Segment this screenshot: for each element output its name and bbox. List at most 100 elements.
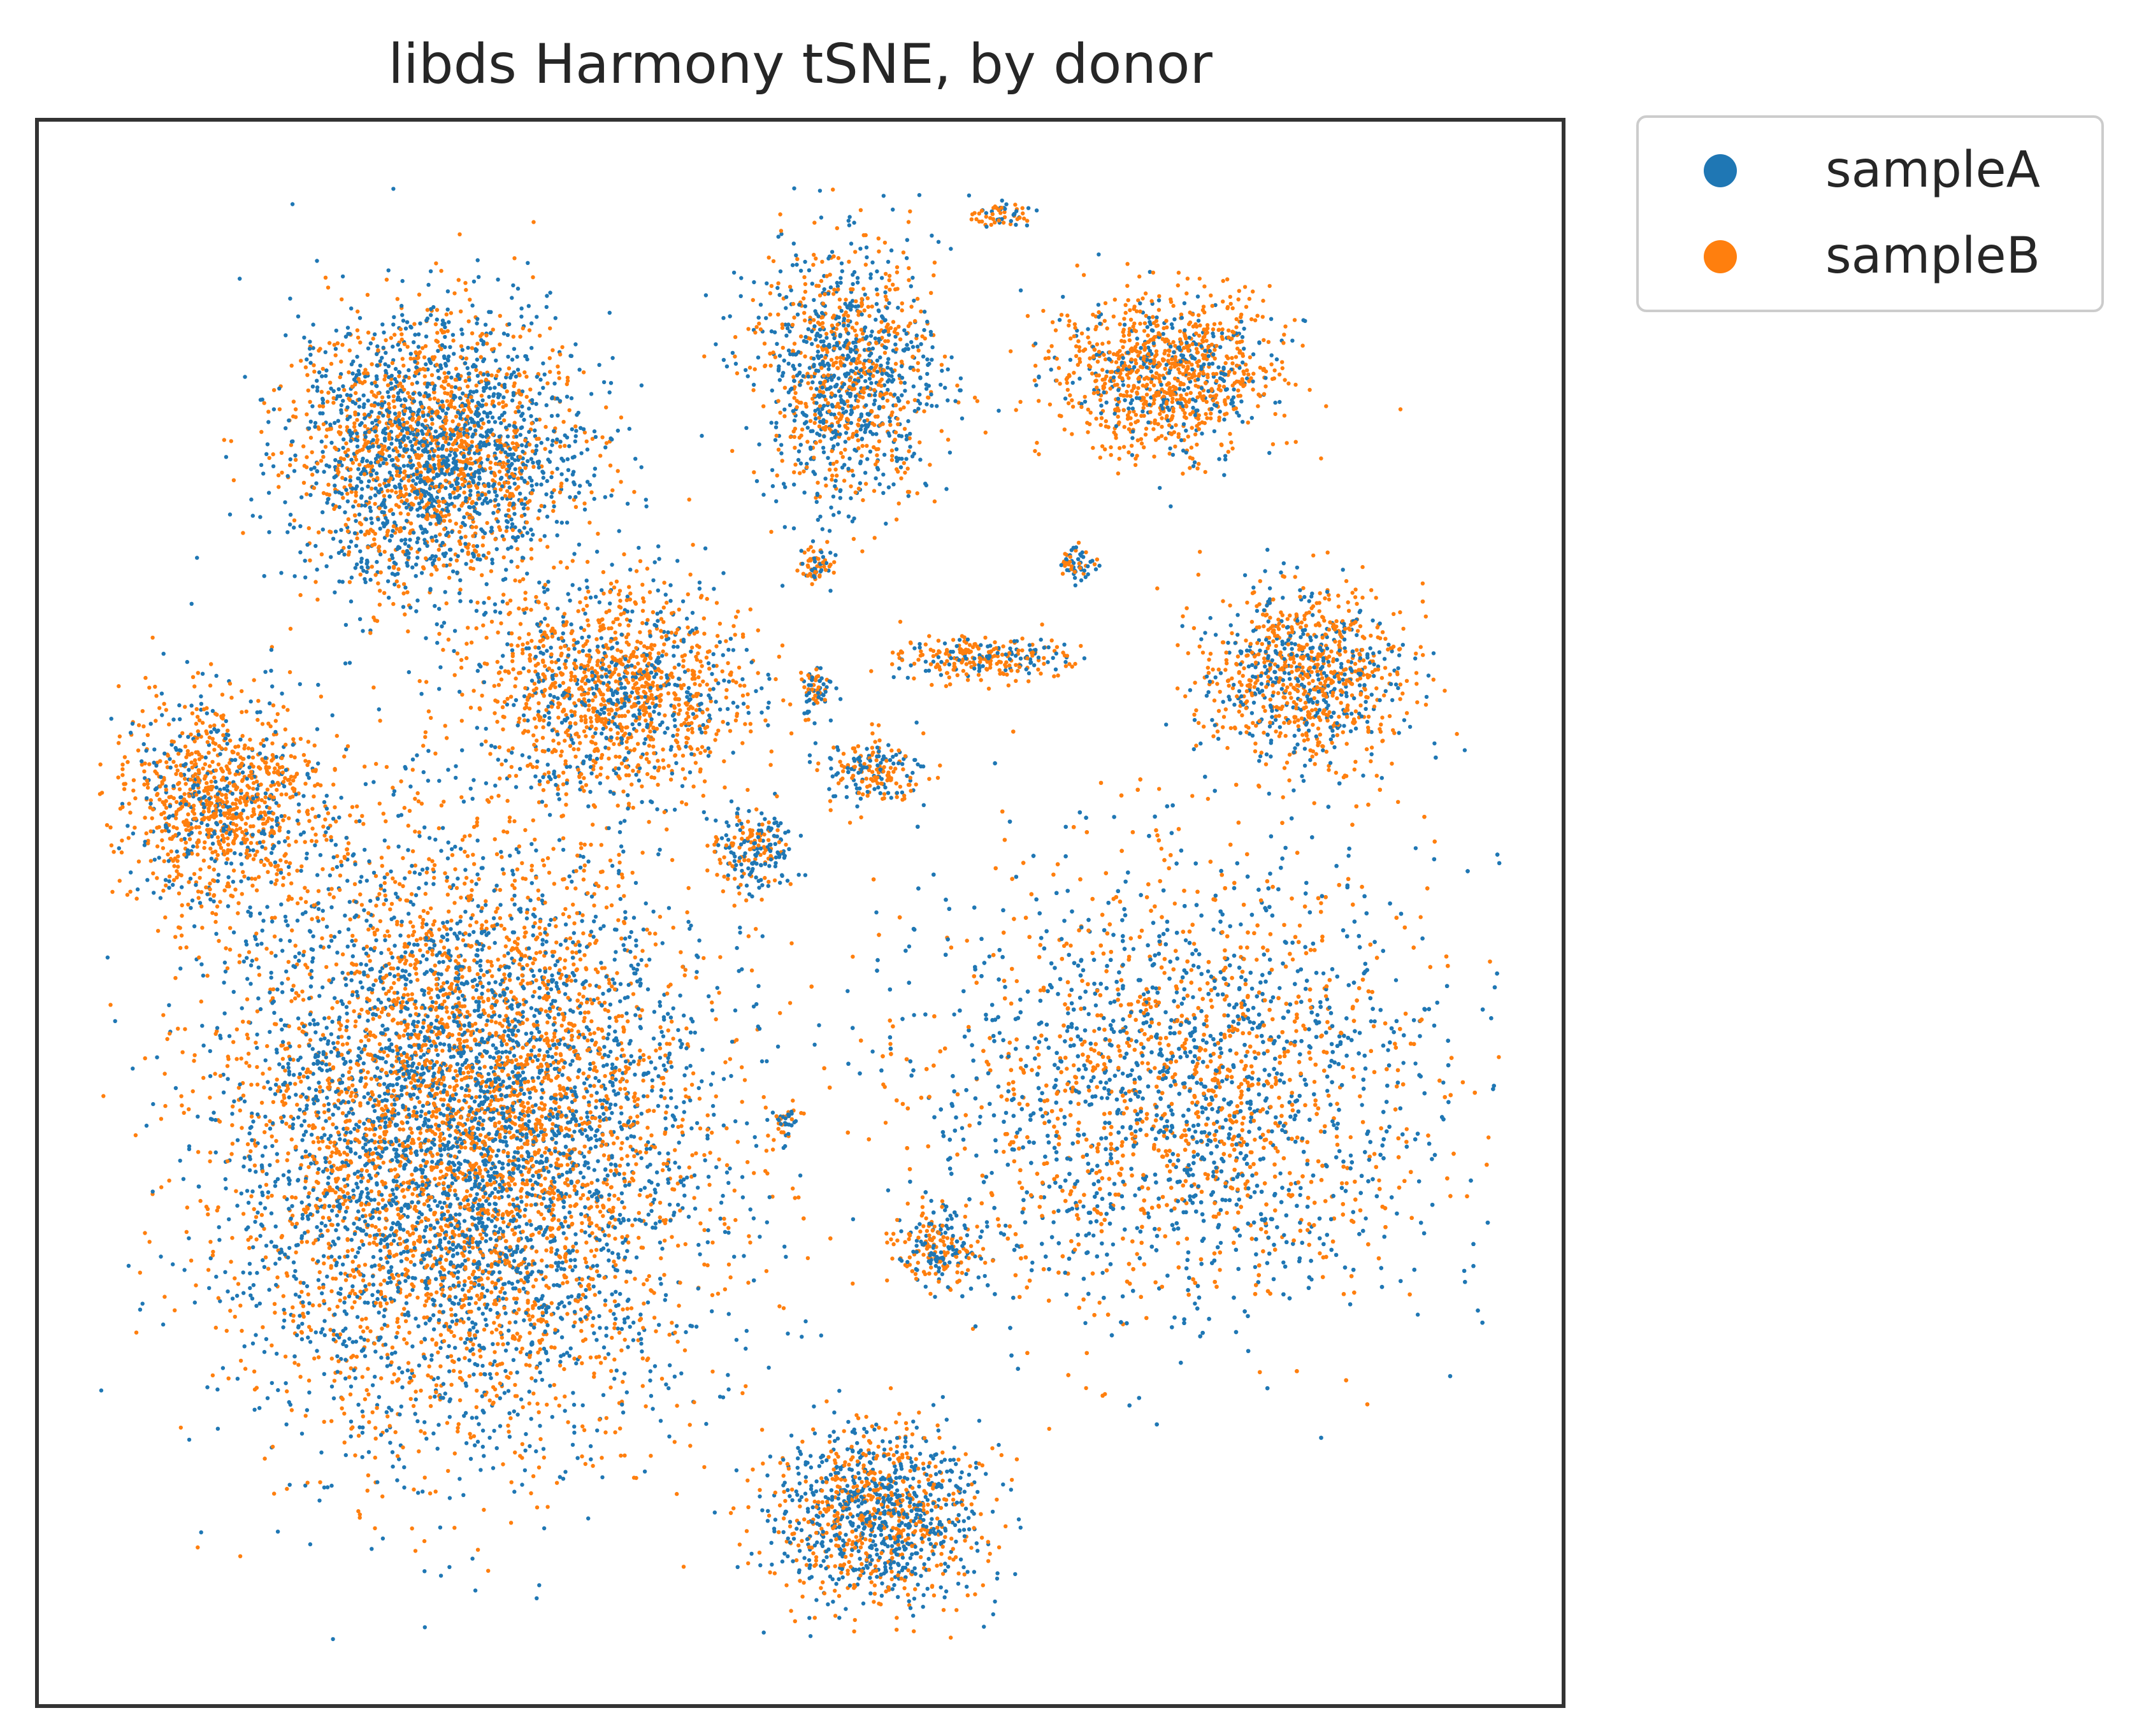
point-sampleA [826,456,830,460]
point-sampleA [744,426,748,430]
point-sampleB [461,483,464,487]
point-sampleA [414,365,418,369]
point-sampleB [505,389,509,393]
point-sampleA [417,447,421,450]
point-sampleA [284,333,287,337]
point-sampleB [867,359,871,363]
point-sampleA [542,476,545,480]
point-sampleA [852,357,856,361]
point-sampleA [355,563,359,566]
point-sampleA [406,464,410,468]
point-sampleA [409,352,413,355]
point-sampleB [437,464,441,468]
point-sampleB [357,503,361,507]
point-sampleA [455,571,459,575]
point-sampleA [508,447,512,451]
point-sampleB [862,391,866,394]
point-sampleA [393,420,397,424]
point-sampleB [346,529,350,533]
point-sampleB [397,584,401,588]
point-sampleB [528,328,531,332]
point-sampleA [628,427,631,431]
point-sampleA [364,517,368,521]
point-sampleA [261,471,265,475]
point-sampleB [846,426,849,430]
point-sampleA [377,411,381,415]
point-sampleA [243,375,247,378]
point-sampleB [479,380,483,384]
point-sampleA [384,516,387,520]
point-sampleB [320,390,324,394]
point-sampleA [829,285,833,289]
point-sampleA [377,445,380,448]
point-sampleB [751,388,755,392]
point-sampleB [493,471,496,475]
point-sampleB [847,385,851,389]
point-sampleB [860,454,863,457]
point-sampleB [854,333,858,337]
point-sampleB [412,322,416,326]
point-sampleB [838,355,842,359]
point-sampleA [506,453,510,457]
point-sampleA [809,429,813,433]
point-sampleA [822,450,826,454]
point-sampleB [821,315,824,319]
point-sampleA [845,371,849,375]
point-sampleA [575,413,579,417]
point-sampleA [349,478,352,482]
point-sampleA [704,293,708,297]
point-sampleA [353,531,357,535]
point-sampleA [441,541,445,545]
point-sampleB [525,520,529,524]
point-sampleB [436,499,440,503]
point-sampleB [551,509,555,513]
point-sampleB [435,308,439,312]
point-sampleB [818,440,822,443]
point-sampleB [524,375,528,378]
point-sampleB [973,396,977,399]
point-sampleA [538,392,542,396]
point-sampleA [341,446,345,450]
point-sampleA [405,320,409,324]
point-sampleB [550,471,554,475]
point-sampleA [506,434,510,438]
point-sampleB [834,361,838,364]
point-sampleB [434,339,438,343]
point-sampleB [605,441,608,445]
point-sampleA [335,329,338,333]
point-sampleB [933,499,937,503]
point-sampleB [529,547,533,551]
point-sampleB [867,342,870,346]
point-sampleA [840,261,844,265]
point-sampleB [821,391,825,394]
point-sampleB [908,210,912,213]
point-sampleA [340,411,343,415]
point-sampleA [443,335,447,339]
point-sampleA [340,549,343,553]
point-sampleA [461,348,464,352]
point-sampleA [446,289,450,293]
point-sampleB [890,454,894,457]
point-sampleB [777,448,781,452]
point-sampleB [324,434,328,438]
point-sampleA [433,604,436,608]
point-sampleA [489,529,493,533]
point-sampleA [476,258,480,262]
point-sampleA [404,375,408,378]
point-sampleB [400,338,404,341]
point-sampleA [855,433,859,437]
point-sampleA [462,454,466,458]
point-sampleB [475,445,479,448]
point-sampleA [507,459,510,463]
point-sampleB [875,453,879,457]
point-sampleA [419,473,422,477]
point-sampleA [449,436,452,440]
point-sampleA [454,385,457,389]
point-sampleB [464,288,468,292]
point-sampleA [315,389,319,392]
point-sampleA [579,451,583,455]
scatter-points [98,187,1502,1642]
point-sampleA [851,282,854,286]
point-sampleA [911,345,915,348]
point-sampleA [939,383,942,387]
